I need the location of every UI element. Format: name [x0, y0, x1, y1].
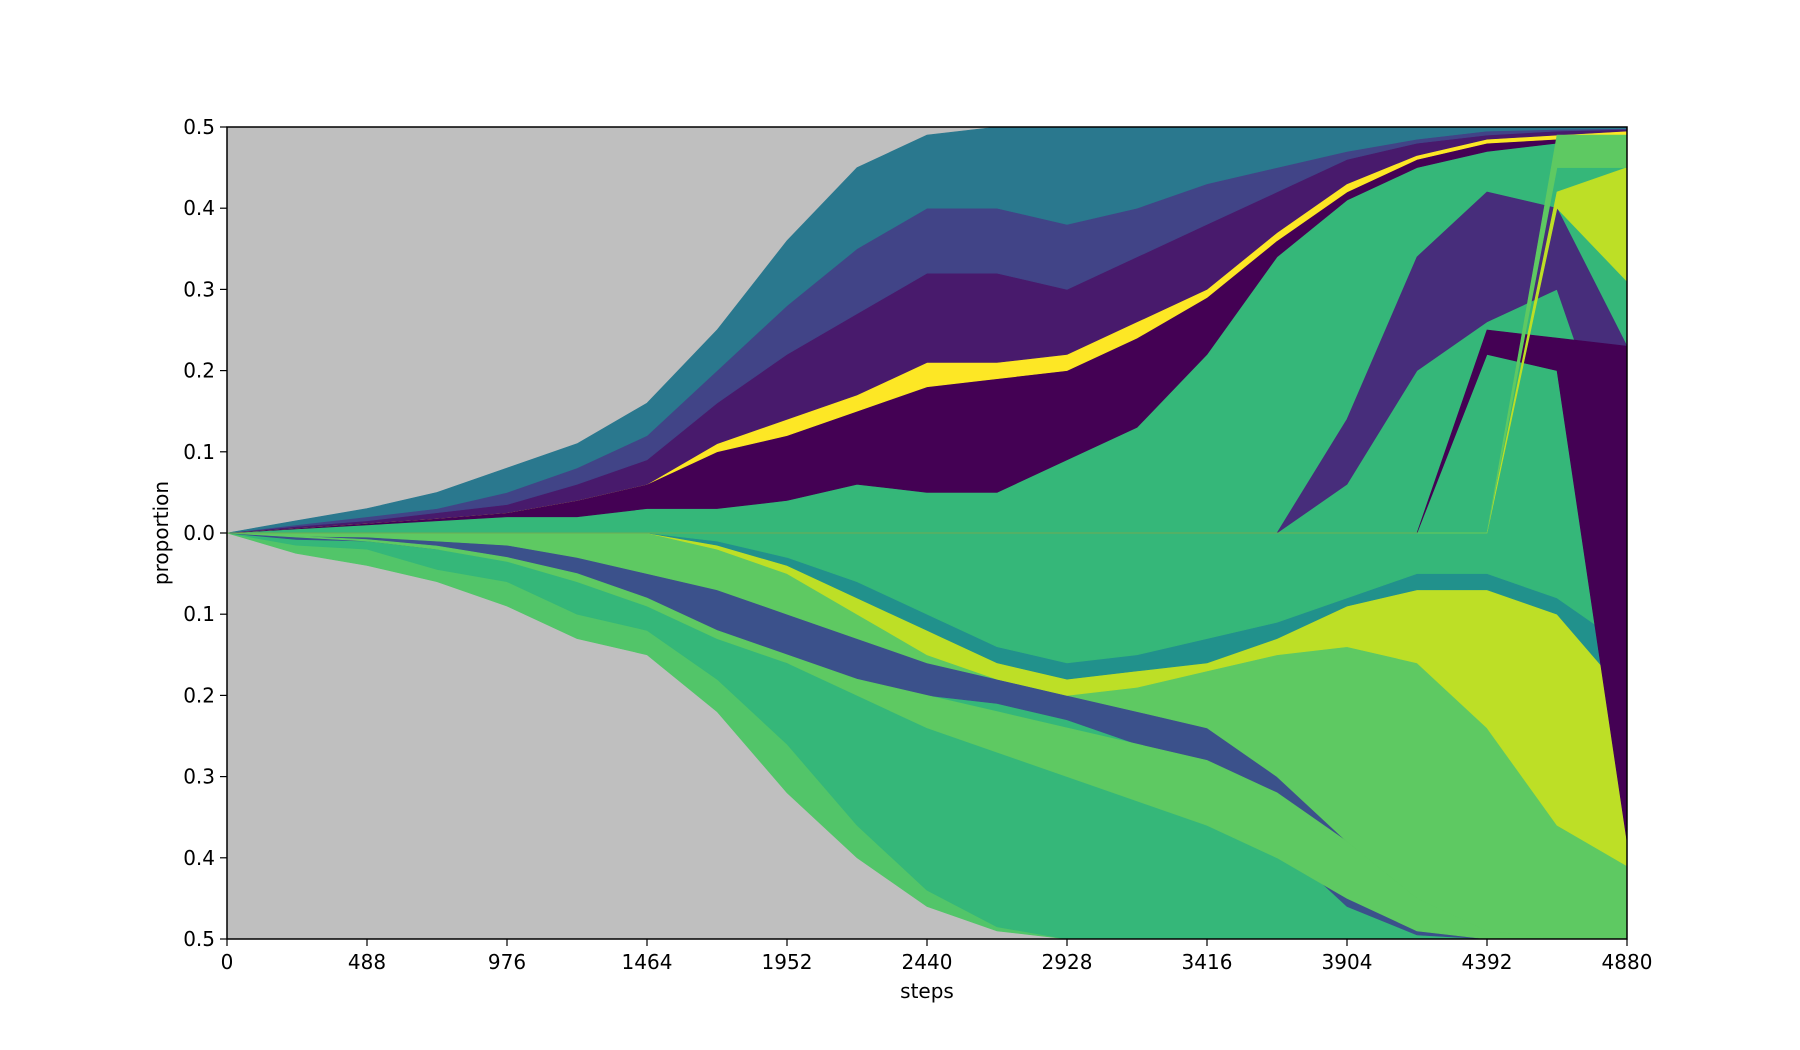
x-axis-ticks: 0 488 976 1464 1952 2440 2928 3416 3904 4392 4880: [221, 939, 1653, 974]
y-tick-label: 0.3: [183, 277, 215, 301]
area-band-16: [227, 134, 1627, 534]
y-tick-label: 0.1: [183, 440, 215, 464]
x-tick-label: 4880: [1602, 950, 1653, 974]
area-band-11: [227, 127, 1627, 534]
x-tick-label: 4392: [1462, 950, 1513, 974]
x-tick-label: 3416: [1182, 950, 1233, 974]
y-tick-label: 0.5: [183, 927, 215, 951]
x-tick-label: 1952: [762, 950, 813, 974]
x-tick-label: 2928: [1042, 950, 1093, 974]
area-band-12: [227, 532, 1627, 939]
x-tick-label: 976: [488, 950, 526, 974]
y-axis-ticks: 0.5 0.4 0.3 0.2 0.1 0.0 0.1 0.2 0.3 0.4 0.5: [183, 115, 227, 951]
y-tick-label: 0.5: [183, 115, 215, 139]
y-tick-label: 0.0: [183, 521, 215, 545]
x-tick-label: 2440: [902, 950, 953, 974]
x-tick-label: 0: [221, 950, 234, 974]
y-tick-label: 0.1: [183, 602, 215, 626]
y-tick-label: 0.4: [183, 846, 215, 870]
area-layers: [227, 127, 1627, 939]
x-tick-label: 488: [348, 950, 386, 974]
y-axis-label: proportion: [149, 481, 173, 585]
x-tick-label: 1464: [622, 950, 673, 974]
y-tick-label: 0.2: [183, 683, 215, 707]
x-axis-label: steps: [900, 979, 954, 1003]
y-tick-label: 0.3: [183, 765, 215, 789]
y-tick-label: 0.2: [183, 359, 215, 383]
x-tick-label: 3904: [1322, 950, 1373, 974]
y-tick-label: 0.4: [183, 196, 215, 220]
